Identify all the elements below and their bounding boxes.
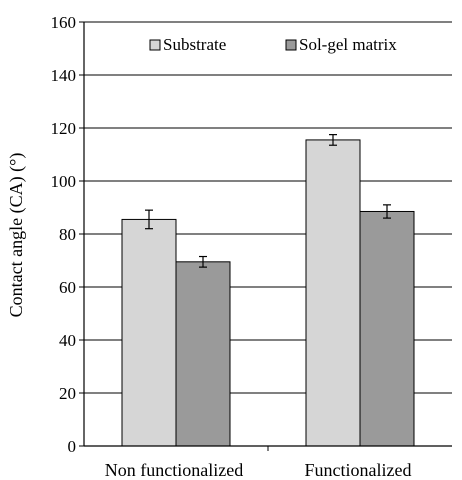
legend-swatch <box>149 39 161 51</box>
bar <box>359 210 415 447</box>
y-tick-label: 40 <box>59 331 76 350</box>
bar <box>305 139 361 447</box>
axes <box>79 21 452 451</box>
category-label: Non functionalized <box>105 460 243 480</box>
y-tick-label: 160 <box>51 13 77 32</box>
legend: Substrate Sol-gel matrix <box>149 35 397 54</box>
y-tick-label: 20 <box>59 384 76 403</box>
y-tick-label: 80 <box>59 225 76 244</box>
legend-label: Sol-gel matrix <box>299 35 397 54</box>
legend-label: Substrate <box>163 35 226 54</box>
bar <box>121 218 177 447</box>
y-tick-label: 140 <box>51 66 77 85</box>
y-tick-label: 120 <box>51 119 77 138</box>
y-tick-label: 0 <box>68 437 77 456</box>
error-bars <box>145 134 391 268</box>
bars <box>121 139 415 447</box>
y-tick-label: 60 <box>59 278 76 297</box>
category-labels: Non functionalized Functionalized <box>105 460 412 480</box>
y-tick-labels: 0 20 40 60 80 100 120 140 160 <box>51 13 77 456</box>
y-tick-label: 100 <box>51 172 77 191</box>
bar <box>175 261 231 447</box>
legend-swatch <box>285 39 297 51</box>
y-axis-title: Contact angle (CA) (°) <box>6 153 27 318</box>
category-label: Functionalized <box>305 460 412 480</box>
